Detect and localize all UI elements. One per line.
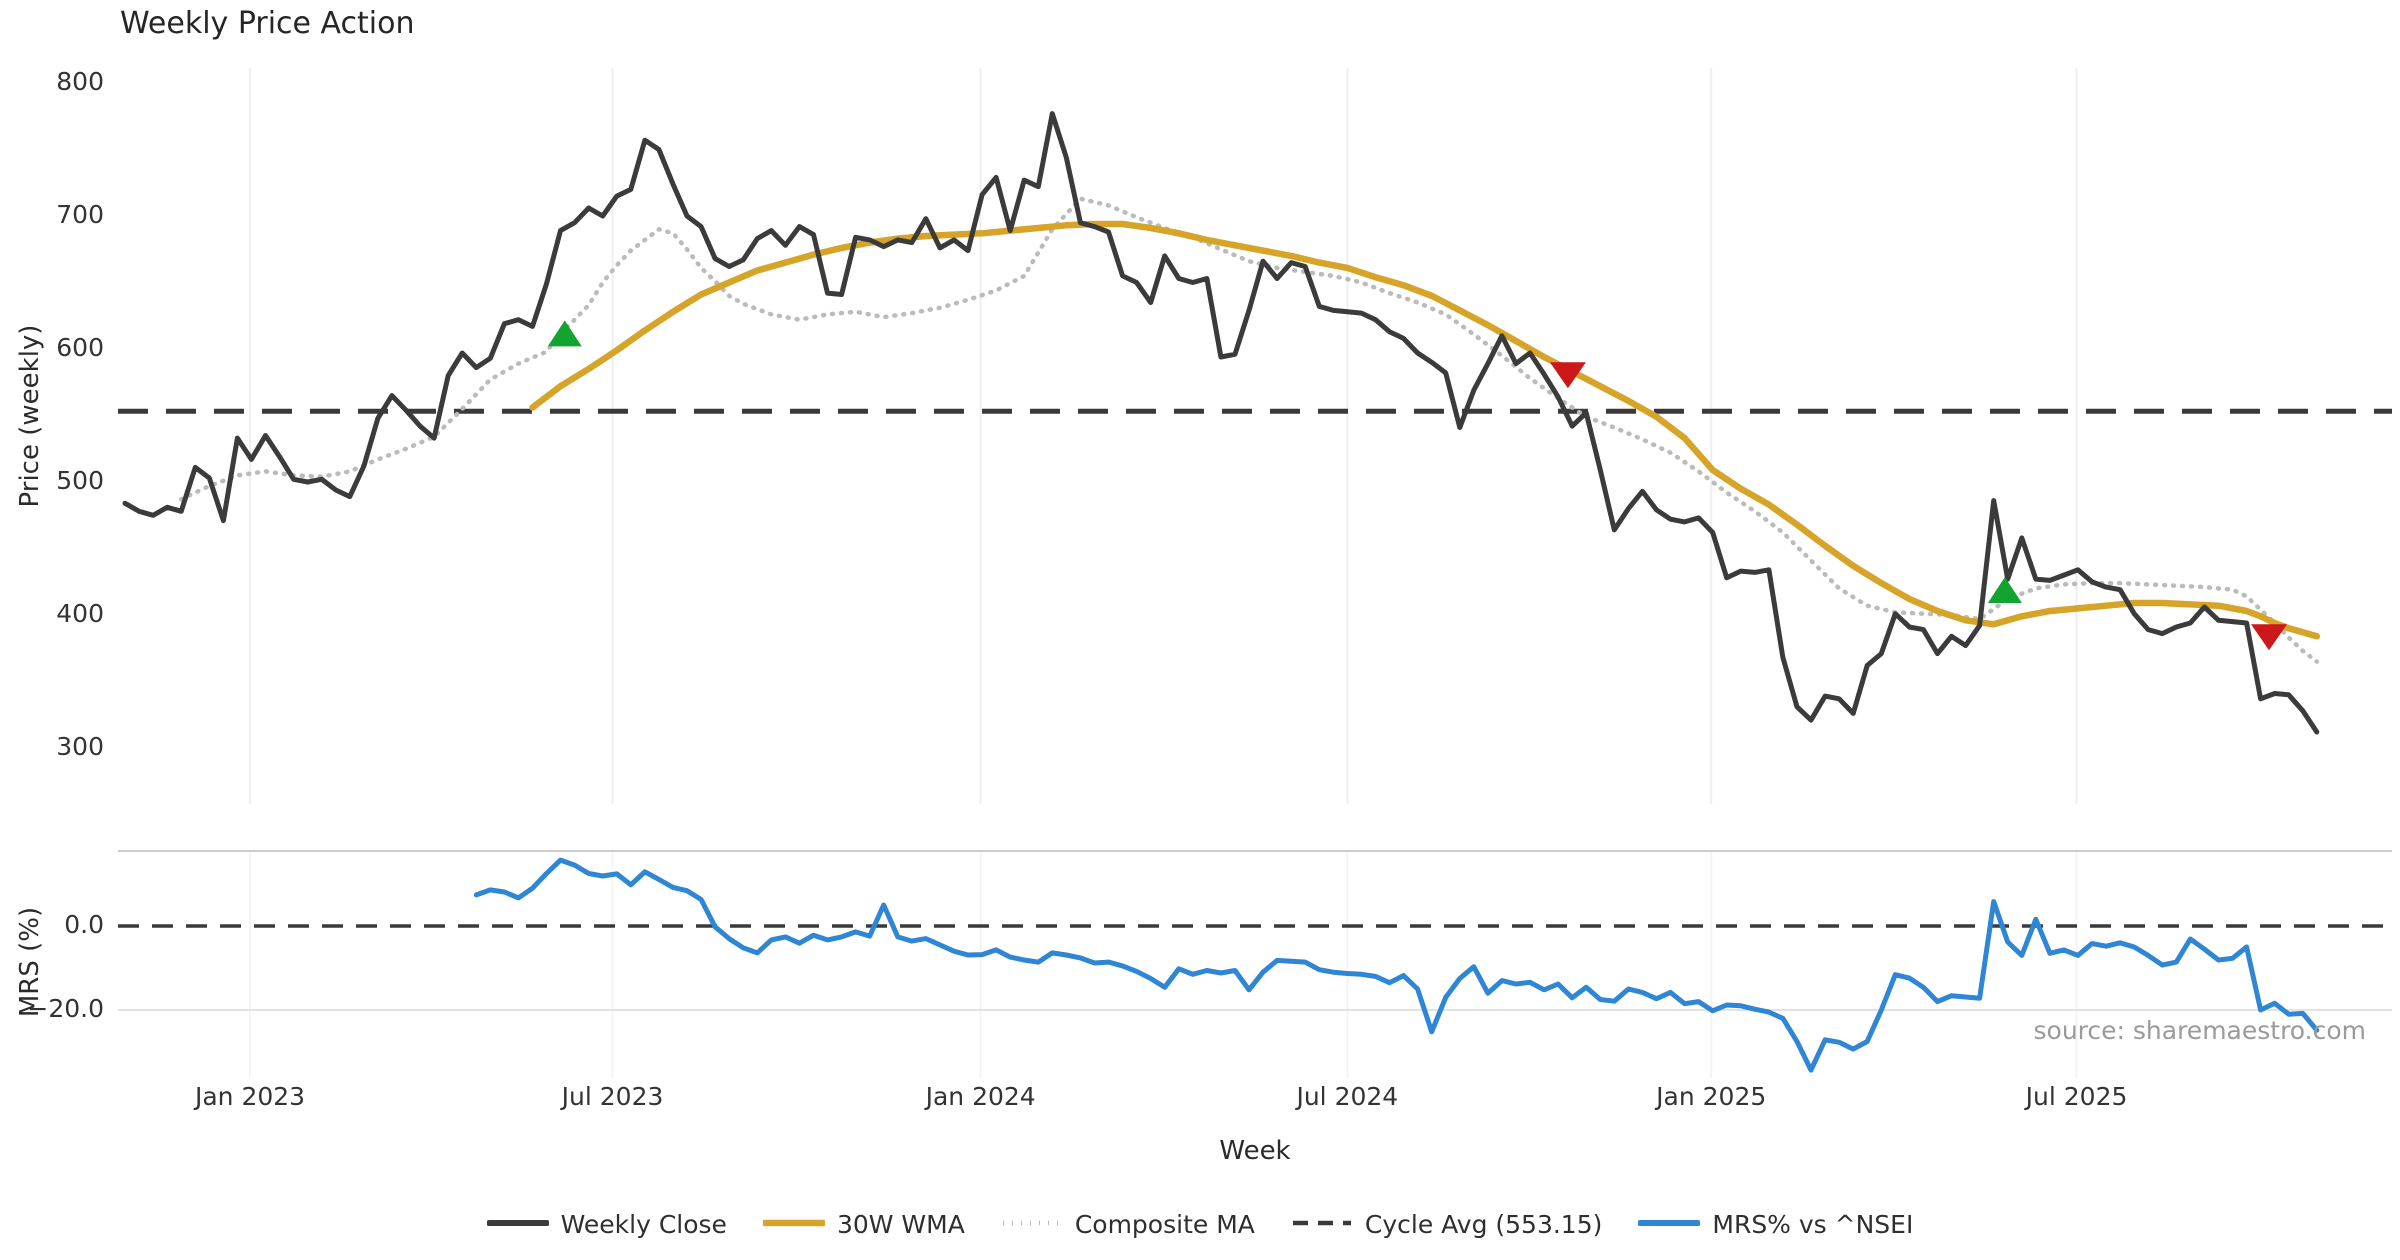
wma-swatch-icon xyxy=(761,1215,827,1234)
legend-label: Weekly Close xyxy=(560,1210,727,1239)
legend-label: MRS% vs ^NSEI xyxy=(1712,1210,1914,1239)
price-tick-label: 600 xyxy=(56,333,104,362)
mrs-swatch-icon xyxy=(1637,1215,1702,1234)
price-tick-label: 500 xyxy=(56,466,104,495)
mrs-tick-label: −20.0 xyxy=(27,994,104,1023)
legend-label: Composite MA xyxy=(1074,1210,1255,1239)
sell-signal-triangle-icon xyxy=(2251,624,2288,651)
legend-item-30w-wma: 30W WMA xyxy=(761,1210,965,1239)
wma-30w-line xyxy=(529,220,2321,640)
weekly-close-line xyxy=(122,111,2320,735)
chart-title: Weekly Price Action xyxy=(120,6,415,41)
x-axis-label: Week xyxy=(1219,1136,1291,1166)
buy-signal-triangle-icon xyxy=(1987,577,2022,604)
x-tick-label: Jan 2023 xyxy=(194,1082,306,1111)
legend: Weekly Close 30W WMA Composite MA Cycle … xyxy=(0,1210,2400,1239)
mrs-line xyxy=(473,857,2320,1073)
source-credit: source: sharemaestro.com xyxy=(2033,1016,2367,1045)
composite-ma-swatch-icon xyxy=(1001,1215,1063,1234)
x-tick-label: Jan 2024 xyxy=(925,1082,1036,1111)
cycle-avg-swatch-icon xyxy=(1291,1215,1353,1234)
legend-item-composite-ma: Composite MA xyxy=(1001,1210,1255,1239)
price-tick-label: 300 xyxy=(56,732,104,761)
x-tick-label: Jul 2025 xyxy=(2025,1082,2128,1111)
price-tick-label: 400 xyxy=(56,599,104,628)
legend-item-cycle-avg: Cycle Avg (553.15) xyxy=(1291,1210,1603,1239)
x-tick-label: Jul 2023 xyxy=(561,1082,664,1111)
mrs-axis-label: MRS (%) xyxy=(15,906,45,1018)
x-tick-label: Jan 2025 xyxy=(1656,1082,1767,1111)
legend-label: Cycle Avg (553.15) xyxy=(1364,1210,1603,1239)
price-axis-label: Price (weekly) xyxy=(15,324,45,508)
legend-item-weekly-close: Weekly Close xyxy=(485,1210,727,1239)
legend-label: 30W WMA xyxy=(836,1210,965,1239)
x-tick-label: Jul 2024 xyxy=(1296,1082,1399,1111)
price-tick-label: 800 xyxy=(56,67,104,96)
sell-signal-triangle-icon xyxy=(1549,362,1586,389)
price-tick-label: 700 xyxy=(56,200,104,229)
mrs-tick-label: 0.0 xyxy=(64,910,104,939)
buy-signal-triangle-icon xyxy=(547,320,582,347)
legend-item-mrs: MRS% vs ^NSEI xyxy=(1637,1210,1914,1239)
weekly-close-swatch-icon xyxy=(485,1215,550,1234)
